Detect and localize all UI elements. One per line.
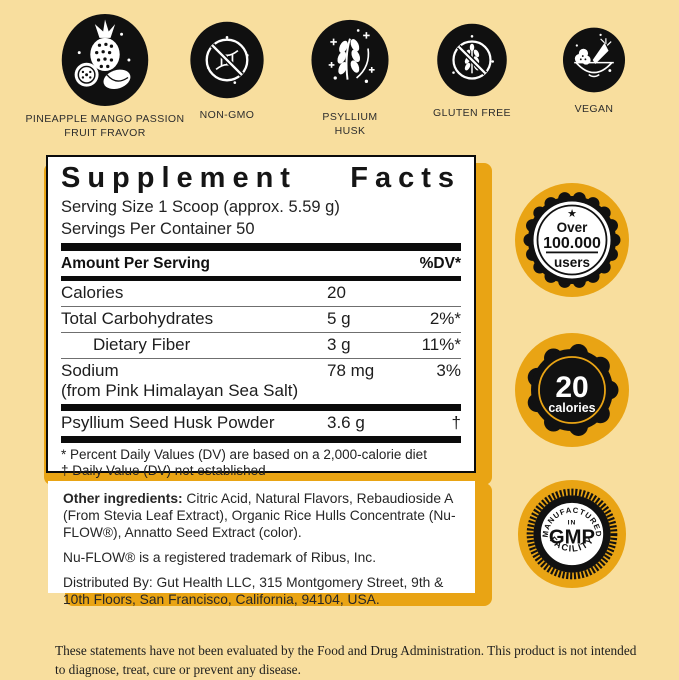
feature-flavor: PINEAPPLE MANGO PASSION FRUIT FRAVOR — [25, 12, 185, 140]
panel-title: Supplement Facts — [61, 162, 461, 195]
users-badge: ★ Over 100.000 users — [515, 183, 629, 297]
footnote-dagger: † Daily Value (DV) not established — [61, 463, 266, 479]
row-sodium: Sodium (from Pink Himalayan Sea Salt) 78… — [61, 358, 461, 404]
row-calories: Calories 20 — [61, 283, 346, 303]
feature-psyllium: PSYLLIUM HUSK — [300, 12, 400, 138]
svg-text:Over: Over — [557, 220, 589, 235]
row-dietary-fiber: Dietary Fiber 3 g 11%* — [61, 332, 461, 358]
fruits-icon — [61, 14, 149, 106]
title-word-1: Supplement — [61, 162, 297, 194]
feature-vegan: VEGAN — [534, 12, 654, 116]
divider-thick — [61, 436, 461, 444]
divider-mid — [61, 276, 461, 282]
non-gmo-icon — [190, 21, 264, 99]
svg-text:IN: IN — [568, 519, 577, 526]
trademark-text: Nu-FLOW® is a registered trademark of Ri… — [63, 550, 377, 566]
calories-badge: 20 calories — [515, 333, 629, 447]
feature-label-vegan: VEGAN — [574, 103, 614, 115]
distributed-by-text: Distributed By: Gut Health LLC, 315 Mont… — [63, 575, 444, 608]
feature-non-gmo: NON-GMO — [172, 12, 282, 122]
gluten-free-icon — [437, 23, 507, 97]
other-ingredients-panel: Other ingredients: Citric Acid, Natural … — [48, 481, 475, 607]
star-icon: ★ — [567, 208, 577, 220]
svg-text:calories: calories — [548, 401, 595, 415]
footnote-dv: * Percent Daily Values (DV) are based on… — [61, 447, 427, 463]
feature-gluten-free: GLUTEN FREE — [412, 12, 532, 120]
feature-label-non-gmo: NON-GMO — [199, 109, 255, 121]
feature-label-psyllium: PSYLLIUM HUSK — [322, 111, 378, 138]
title-word-2: Facts — [350, 162, 461, 194]
svg-text:users: users — [554, 255, 590, 270]
svg-text:GMP: GMP — [549, 527, 595, 549]
other-ingredients-label: Other ingredients: — [63, 491, 183, 506]
other-ingredients-text: Other ingredients: Citric Acid, Natural … — [63, 491, 456, 541]
psyllium-husk-icon — [311, 19, 389, 101]
svg-text:100.000: 100.000 — [543, 235, 601, 252]
divider-thick — [61, 243, 461, 252]
feature-label-gluten-free: GLUTEN FREE — [433, 107, 511, 119]
svg-text:20: 20 — [555, 371, 588, 404]
dv-label: %DV* — [419, 255, 461, 273]
divider-thick — [61, 404, 461, 412]
supplement-facts-panel: Supplement Facts Serving Size 1 Scoop (a… — [46, 155, 476, 478]
fda-disclaimer: These statements have not been evaluated… — [55, 643, 637, 678]
vegan-icon — [562, 27, 626, 93]
serving-size: Serving Size 1 Scoop (approx. 5.59 g) — [61, 198, 340, 217]
row-psyllium-seed-husk: Psyllium Seed Husk Powder 3.6 g † — [61, 413, 461, 433]
servings-per-container: Servings Per Container 50 — [61, 219, 255, 238]
row-total-carbohydrates: Total Carbohydrates 5 g 2%* — [61, 306, 461, 332]
facts-header: Amount Per Serving %DV* — [61, 251, 461, 276]
feature-label-flavor: PINEAPPLE MANGO PASSION FRUIT FRAVOR — [25, 113, 185, 140]
amount-per-serving-label: Amount Per Serving — [61, 255, 210, 273]
gmp-badge: MANUFACTURED IN GMP FACILITY — [517, 479, 627, 589]
